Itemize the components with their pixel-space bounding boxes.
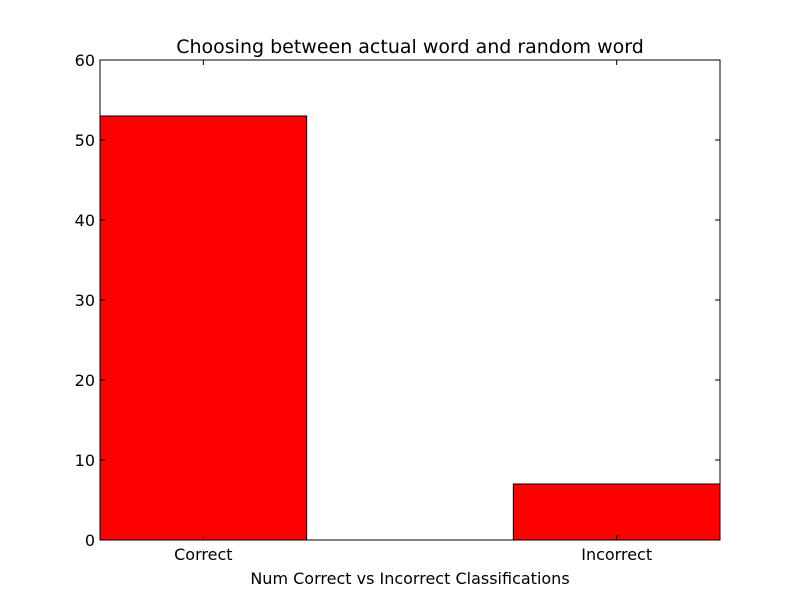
bars-group bbox=[99, 115, 721, 541]
y-tick-label: 0 bbox=[85, 531, 95, 550]
x-tick-label-incorrect: Incorrect bbox=[581, 545, 652, 564]
chart-title: Choosing between actual word and random … bbox=[176, 36, 644, 58]
y-tick-label: 10 bbox=[75, 451, 95, 470]
plot-frame bbox=[99, 59, 721, 541]
y-tick-label: 30 bbox=[75, 291, 95, 310]
x-ticks-group: Correct Incorrect bbox=[174, 60, 652, 564]
y-tick-label: 20 bbox=[75, 371, 95, 390]
x-axis-label: Num Correct vs Incorrect Classifications bbox=[250, 569, 569, 588]
y-tick-label: 50 bbox=[75, 131, 95, 150]
bar-incorrect bbox=[512, 483, 721, 541]
y-tick-label: 40 bbox=[75, 211, 95, 230]
x-tick-label-correct: Correct bbox=[174, 545, 232, 564]
bar-correct bbox=[99, 115, 308, 541]
y-tick-label: 60 bbox=[75, 51, 95, 70]
